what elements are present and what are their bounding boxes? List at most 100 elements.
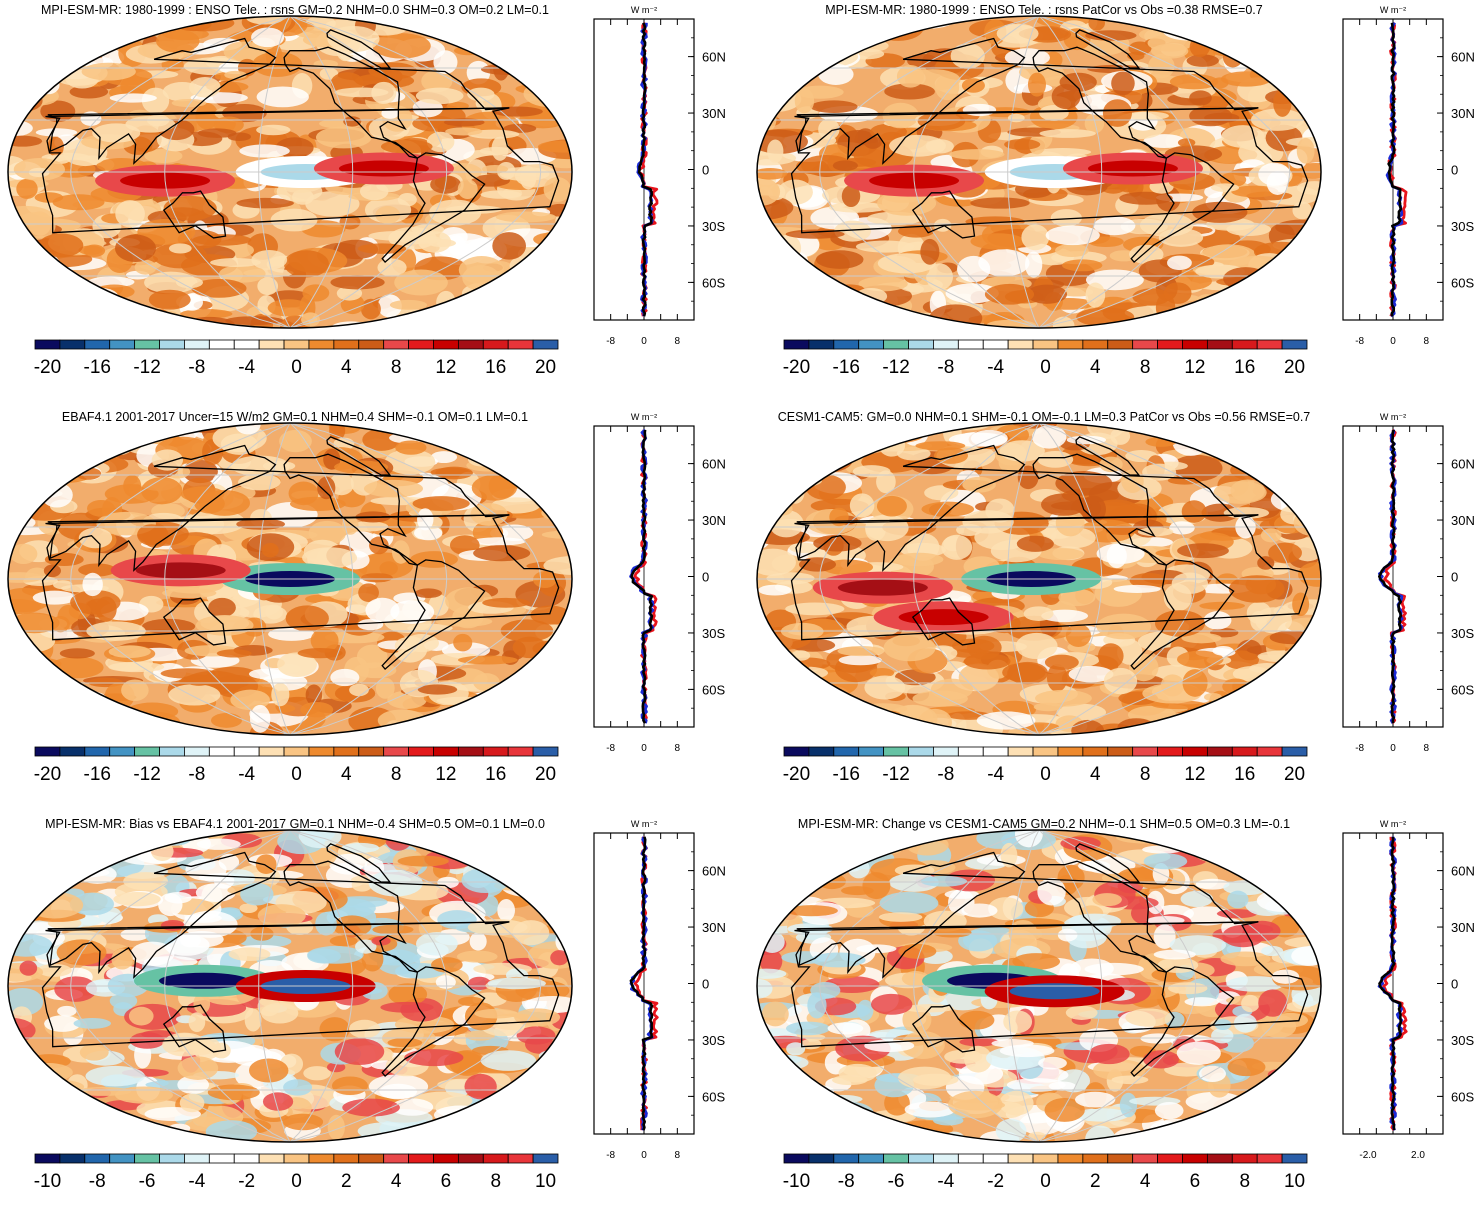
- map-cell: [8, 1116, 38, 1127]
- map-cell: [555, 929, 572, 954]
- colorbar-segment: [184, 746, 210, 757]
- map-cell: [1176, 1041, 1221, 1065]
- map-cell: [65, 830, 90, 845]
- map-cell: [1204, 692, 1222, 702]
- map-cell: [792, 689, 849, 712]
- map-cell: [431, 957, 463, 973]
- map-cell: [815, 250, 864, 269]
- map-cell: [196, 838, 241, 850]
- panel-4: CESM1-CAM5: GM=0.0 NHM=0.1 SHM=-0.1 OM=-…: [749, 407, 1483, 802]
- colorbar-tick-label: -20: [34, 357, 61, 378]
- map-cell: [1143, 134, 1186, 148]
- map-cell: [757, 841, 793, 868]
- map-cell: [1284, 936, 1321, 949]
- map-cell: [441, 28, 490, 40]
- map-cell: [759, 949, 783, 974]
- map-cell: [414, 311, 453, 328]
- profile-line-black: [630, 429, 654, 724]
- map-cell: [878, 433, 906, 457]
- profile-lat-tick-label: 30N: [1451, 920, 1475, 935]
- colorbar-segment: [1057, 339, 1084, 350]
- colorbar-tick-label: -10: [34, 1171, 61, 1192]
- profile-x-tick-label: 0: [641, 743, 647, 754]
- map-cell: [490, 694, 532, 713]
- map-cell: [819, 1094, 863, 1104]
- map-cell: [961, 903, 998, 918]
- profile-unit-label: W m⁻²: [1380, 5, 1406, 15]
- colorbar-segment: [159, 1153, 185, 1164]
- colorbar-tick-label: -6: [139, 1171, 156, 1192]
- colorbar-segment: [408, 339, 434, 350]
- map-cell: [1111, 1075, 1149, 1085]
- graticule-lon: [819, 16, 1040, 328]
- map-cell: [282, 1113, 324, 1131]
- map-cell: [349, 521, 389, 532]
- colorbar-segment: [34, 1153, 61, 1164]
- colorbar-tick-label: -16: [84, 764, 111, 785]
- map-cell: [1226, 292, 1278, 312]
- map-cell: [1287, 475, 1321, 487]
- map-cell: [1273, 284, 1307, 296]
- map-cell: [23, 716, 71, 735]
- map-cell: [1052, 316, 1075, 328]
- profile-lat-tick-label: 60N: [1451, 50, 1475, 65]
- map-cell: [8, 642, 39, 669]
- map-cell: [230, 455, 290, 477]
- map-cell: [1197, 16, 1220, 44]
- map-cell: [1263, 302, 1321, 312]
- profile-lat-tick-label: 60S: [702, 682, 725, 697]
- map-cell: [246, 16, 285, 25]
- map-cell: [124, 830, 158, 845]
- map-cell: [79, 287, 119, 305]
- map-cell: [1203, 308, 1238, 328]
- map-cell: [776, 855, 807, 883]
- map-cell: [80, 289, 103, 312]
- map-cell: [1208, 423, 1227, 451]
- map-cell: [54, 695, 72, 715]
- graticule-lon: [1038, 16, 1291, 328]
- colorbar-segment: [1107, 1153, 1134, 1164]
- map-cell: [404, 314, 442, 325]
- map-cell: [769, 856, 806, 883]
- graticule-lon: [289, 423, 354, 735]
- map-cell: [1279, 263, 1321, 290]
- map-cell: [818, 838, 842, 861]
- map-cell: [810, 100, 858, 114]
- map-cell: [785, 1021, 831, 1036]
- map-cell: [984, 283, 1035, 305]
- map-cell: [216, 649, 252, 658]
- coastline: [796, 444, 1259, 572]
- map-cell: [524, 39, 556, 49]
- map-cell: [1257, 650, 1308, 663]
- colorbar-segment: [333, 339, 360, 350]
- map-cell: [1119, 191, 1173, 205]
- colorbar-segment: [808, 746, 835, 757]
- graticule-lon: [1038, 830, 1103, 1142]
- map-cell: [1060, 836, 1101, 851]
- map-cell: [334, 1038, 385, 1065]
- graticule-lon: [1007, 830, 1040, 1142]
- map-cell: [877, 253, 936, 274]
- map-cell: [1301, 500, 1321, 519]
- profile-lat-tick-label: 30N: [1451, 513, 1475, 528]
- map-cell: [365, 597, 400, 623]
- map-cell: [134, 835, 169, 846]
- graticule-lon: [819, 423, 1040, 735]
- colorbar-segment: [532, 1153, 559, 1164]
- map-cell: [502, 832, 548, 852]
- colorbar-segment: [1082, 339, 1109, 350]
- colorbar-segment: [982, 339, 1009, 350]
- graticule-lon: [913, 830, 1040, 1142]
- map-cell: [1285, 830, 1321, 852]
- colorbar-segment: [957, 1153, 984, 1164]
- colorbar-segment: [433, 746, 459, 757]
- colorbar-tick-label: -12: [882, 764, 909, 785]
- map-cell: [767, 139, 784, 163]
- map-cell: [1279, 1065, 1311, 1077]
- map-cell: [141, 477, 183, 505]
- panel-svg: -20 -16 -12 -8 -4 0 4 8 12 16 20 W m⁻² -8 0 8 60N 30N 0 30…: [7, 5, 726, 378]
- map-cell: [267, 299, 310, 317]
- map-cell: [52, 702, 88, 720]
- map-cell: [1110, 427, 1131, 445]
- panel-svg: -20 -16 -12 -8 -4 0 4 8 12 16 20 W m⁻² -8 0 8 60N 30N 0 30…: [756, 412, 1475, 785]
